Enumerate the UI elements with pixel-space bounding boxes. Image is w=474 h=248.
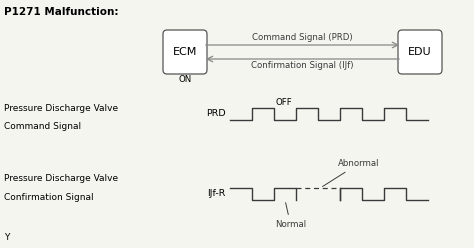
Text: Confirmation Signal: Confirmation Signal — [4, 193, 94, 202]
Text: Abnormal: Abnormal — [322, 159, 380, 186]
Text: Pressure Discharge Valve: Pressure Discharge Valve — [4, 174, 118, 183]
FancyBboxPatch shape — [398, 30, 442, 74]
Text: Pressure Discharge Valve: Pressure Discharge Valve — [4, 104, 118, 113]
Text: Normal: Normal — [275, 203, 306, 229]
Text: Command Signal (PRD): Command Signal (PRD) — [252, 33, 353, 42]
Text: Command Signal: Command Signal — [4, 122, 81, 131]
Text: IJf-R: IJf-R — [208, 189, 226, 198]
Text: EDU: EDU — [408, 47, 432, 57]
FancyBboxPatch shape — [163, 30, 207, 74]
Text: PRD: PRD — [206, 110, 226, 119]
Text: P1271 Malfunction:: P1271 Malfunction: — [4, 7, 118, 17]
Text: ON: ON — [178, 75, 191, 84]
Text: ECM: ECM — [173, 47, 197, 57]
Text: OFF: OFF — [276, 98, 293, 107]
Text: Y: Y — [4, 233, 9, 242]
Text: Confirmation Signal (IJf): Confirmation Signal (IJf) — [251, 61, 354, 70]
